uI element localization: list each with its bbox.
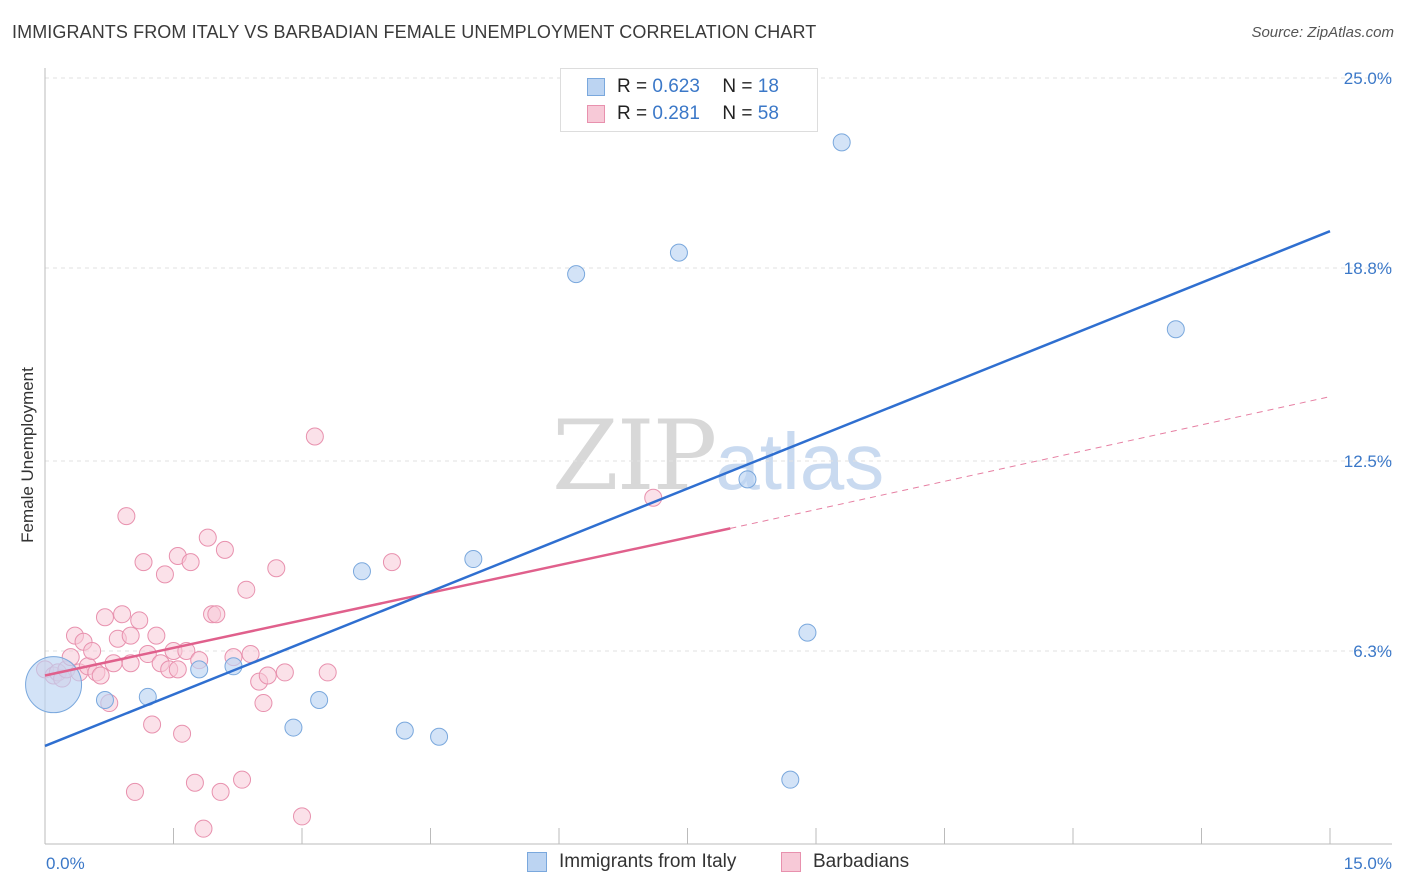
x-tick-label: 15.0% <box>1344 854 1392 873</box>
tick-labels: 6.3% 12.5% 18.8% 25.0% 0.0% 15.0% <box>46 69 1392 873</box>
data-point-italy <box>310 690 329 709</box>
data-point-italy <box>284 718 303 737</box>
chart-title: IMMIGRANTS FROM ITALY VS BARBADIAN FEMAL… <box>12 22 817 42</box>
data-point-italy <box>25 656 83 714</box>
data-point-barbadians <box>117 507 136 526</box>
stats-row-italy: R = 0.623 N = 18 <box>587 75 779 99</box>
data-point-barbadians <box>181 553 200 572</box>
data-point-barbadians <box>233 770 252 789</box>
trend-line-italy <box>44 230 1331 748</box>
n-value: 18 <box>757 76 779 97</box>
data-point-italy <box>669 243 688 262</box>
legend-label-italy: Immigrants from Italy <box>559 851 737 872</box>
data-point-barbadians <box>185 773 204 792</box>
italy-swatch <box>587 78 605 96</box>
data-point-barbadians <box>293 807 311 826</box>
data-point-barbadians <box>95 608 114 627</box>
y-tick-label: 25.0% <box>1344 69 1392 88</box>
y-tick-label: 12.5% <box>1344 452 1392 471</box>
barbadians-swatch <box>781 852 801 872</box>
data-point-barbadians <box>155 565 174 584</box>
data-point-barbadians <box>207 605 226 624</box>
data-point-barbadians <box>125 782 144 801</box>
data-point-italy <box>738 470 757 489</box>
data-point-barbadians <box>121 626 140 645</box>
data-point-italy <box>798 623 817 642</box>
data-point-barbadians <box>382 553 401 572</box>
data-point-italy <box>567 265 586 284</box>
legend-label-barbadians: Barbadians <box>813 851 910 872</box>
trend-line-barbadians <box>44 527 731 677</box>
italy-swatch <box>527 852 547 872</box>
r-value: 0.623 <box>652 76 700 97</box>
source-label: Source: ZipAtlas.com <box>1251 24 1394 41</box>
data-point-barbadians <box>194 819 213 838</box>
n-label: N = <box>722 76 753 97</box>
data-point-italy <box>464 550 483 569</box>
data-point-barbadians <box>267 559 286 578</box>
data-point-barbadians <box>173 724 192 743</box>
data-point-italy <box>430 727 449 746</box>
data-point-barbadians <box>113 605 132 624</box>
data-point-barbadians <box>91 666 110 685</box>
series-barbadians <box>36 427 663 838</box>
stats-row-barbadians: R = 0.281 N = 58 <box>587 102 779 126</box>
n-value: 58 <box>757 103 779 124</box>
data-point-italy <box>190 660 209 679</box>
r-label: R = <box>617 76 648 97</box>
data-point-barbadians <box>305 427 324 446</box>
data-point-barbadians <box>143 715 162 734</box>
legend-item-barbadians[interactable]: Barbadians <box>781 851 909 873</box>
data-point-italy <box>781 770 800 789</box>
data-point-barbadians <box>318 663 337 682</box>
data-point-italy <box>832 133 851 152</box>
data-point-barbadians <box>198 528 217 547</box>
data-point-barbadians <box>134 553 153 572</box>
data-point-barbadians <box>130 611 149 630</box>
x-tick-label: 0.0% <box>46 854 85 873</box>
data-point-italy <box>1166 320 1185 339</box>
data-point-italy <box>352 562 371 581</box>
r-value: 0.281 <box>652 103 700 124</box>
series-legend: Immigrants from Italy Barbadians <box>0 851 1406 877</box>
data-point-barbadians <box>254 694 273 713</box>
stats-legend: R = 0.623 N = 18 R = 0.281 N = 58 <box>560 68 818 132</box>
barbadians-swatch <box>587 105 605 123</box>
watermark-zip: ZIP <box>552 400 717 512</box>
r-label: R = <box>617 103 648 124</box>
data-point-barbadians <box>215 540 234 559</box>
legend-item-italy[interactable]: Immigrants from Italy <box>527 851 736 873</box>
data-point-barbadians <box>168 660 187 679</box>
n-label: N = <box>722 103 753 124</box>
data-point-italy <box>95 690 114 709</box>
data-point-barbadians <box>237 580 256 599</box>
y-tick-label: 18.8% <box>1344 259 1392 278</box>
data-point-barbadians <box>83 641 102 660</box>
data-point-barbadians <box>275 663 294 682</box>
grid-lines <box>45 77 1392 652</box>
axes <box>44 68 1392 845</box>
data-point-barbadians <box>147 626 166 645</box>
data-point-barbadians <box>258 666 277 685</box>
trend-extension-barbadians <box>730 396 1331 529</box>
trend-lines <box>44 230 1331 748</box>
y-tick-label: 6.3% <box>1353 642 1392 661</box>
data-point-barbadians <box>211 782 230 801</box>
data-point-italy <box>395 721 414 740</box>
